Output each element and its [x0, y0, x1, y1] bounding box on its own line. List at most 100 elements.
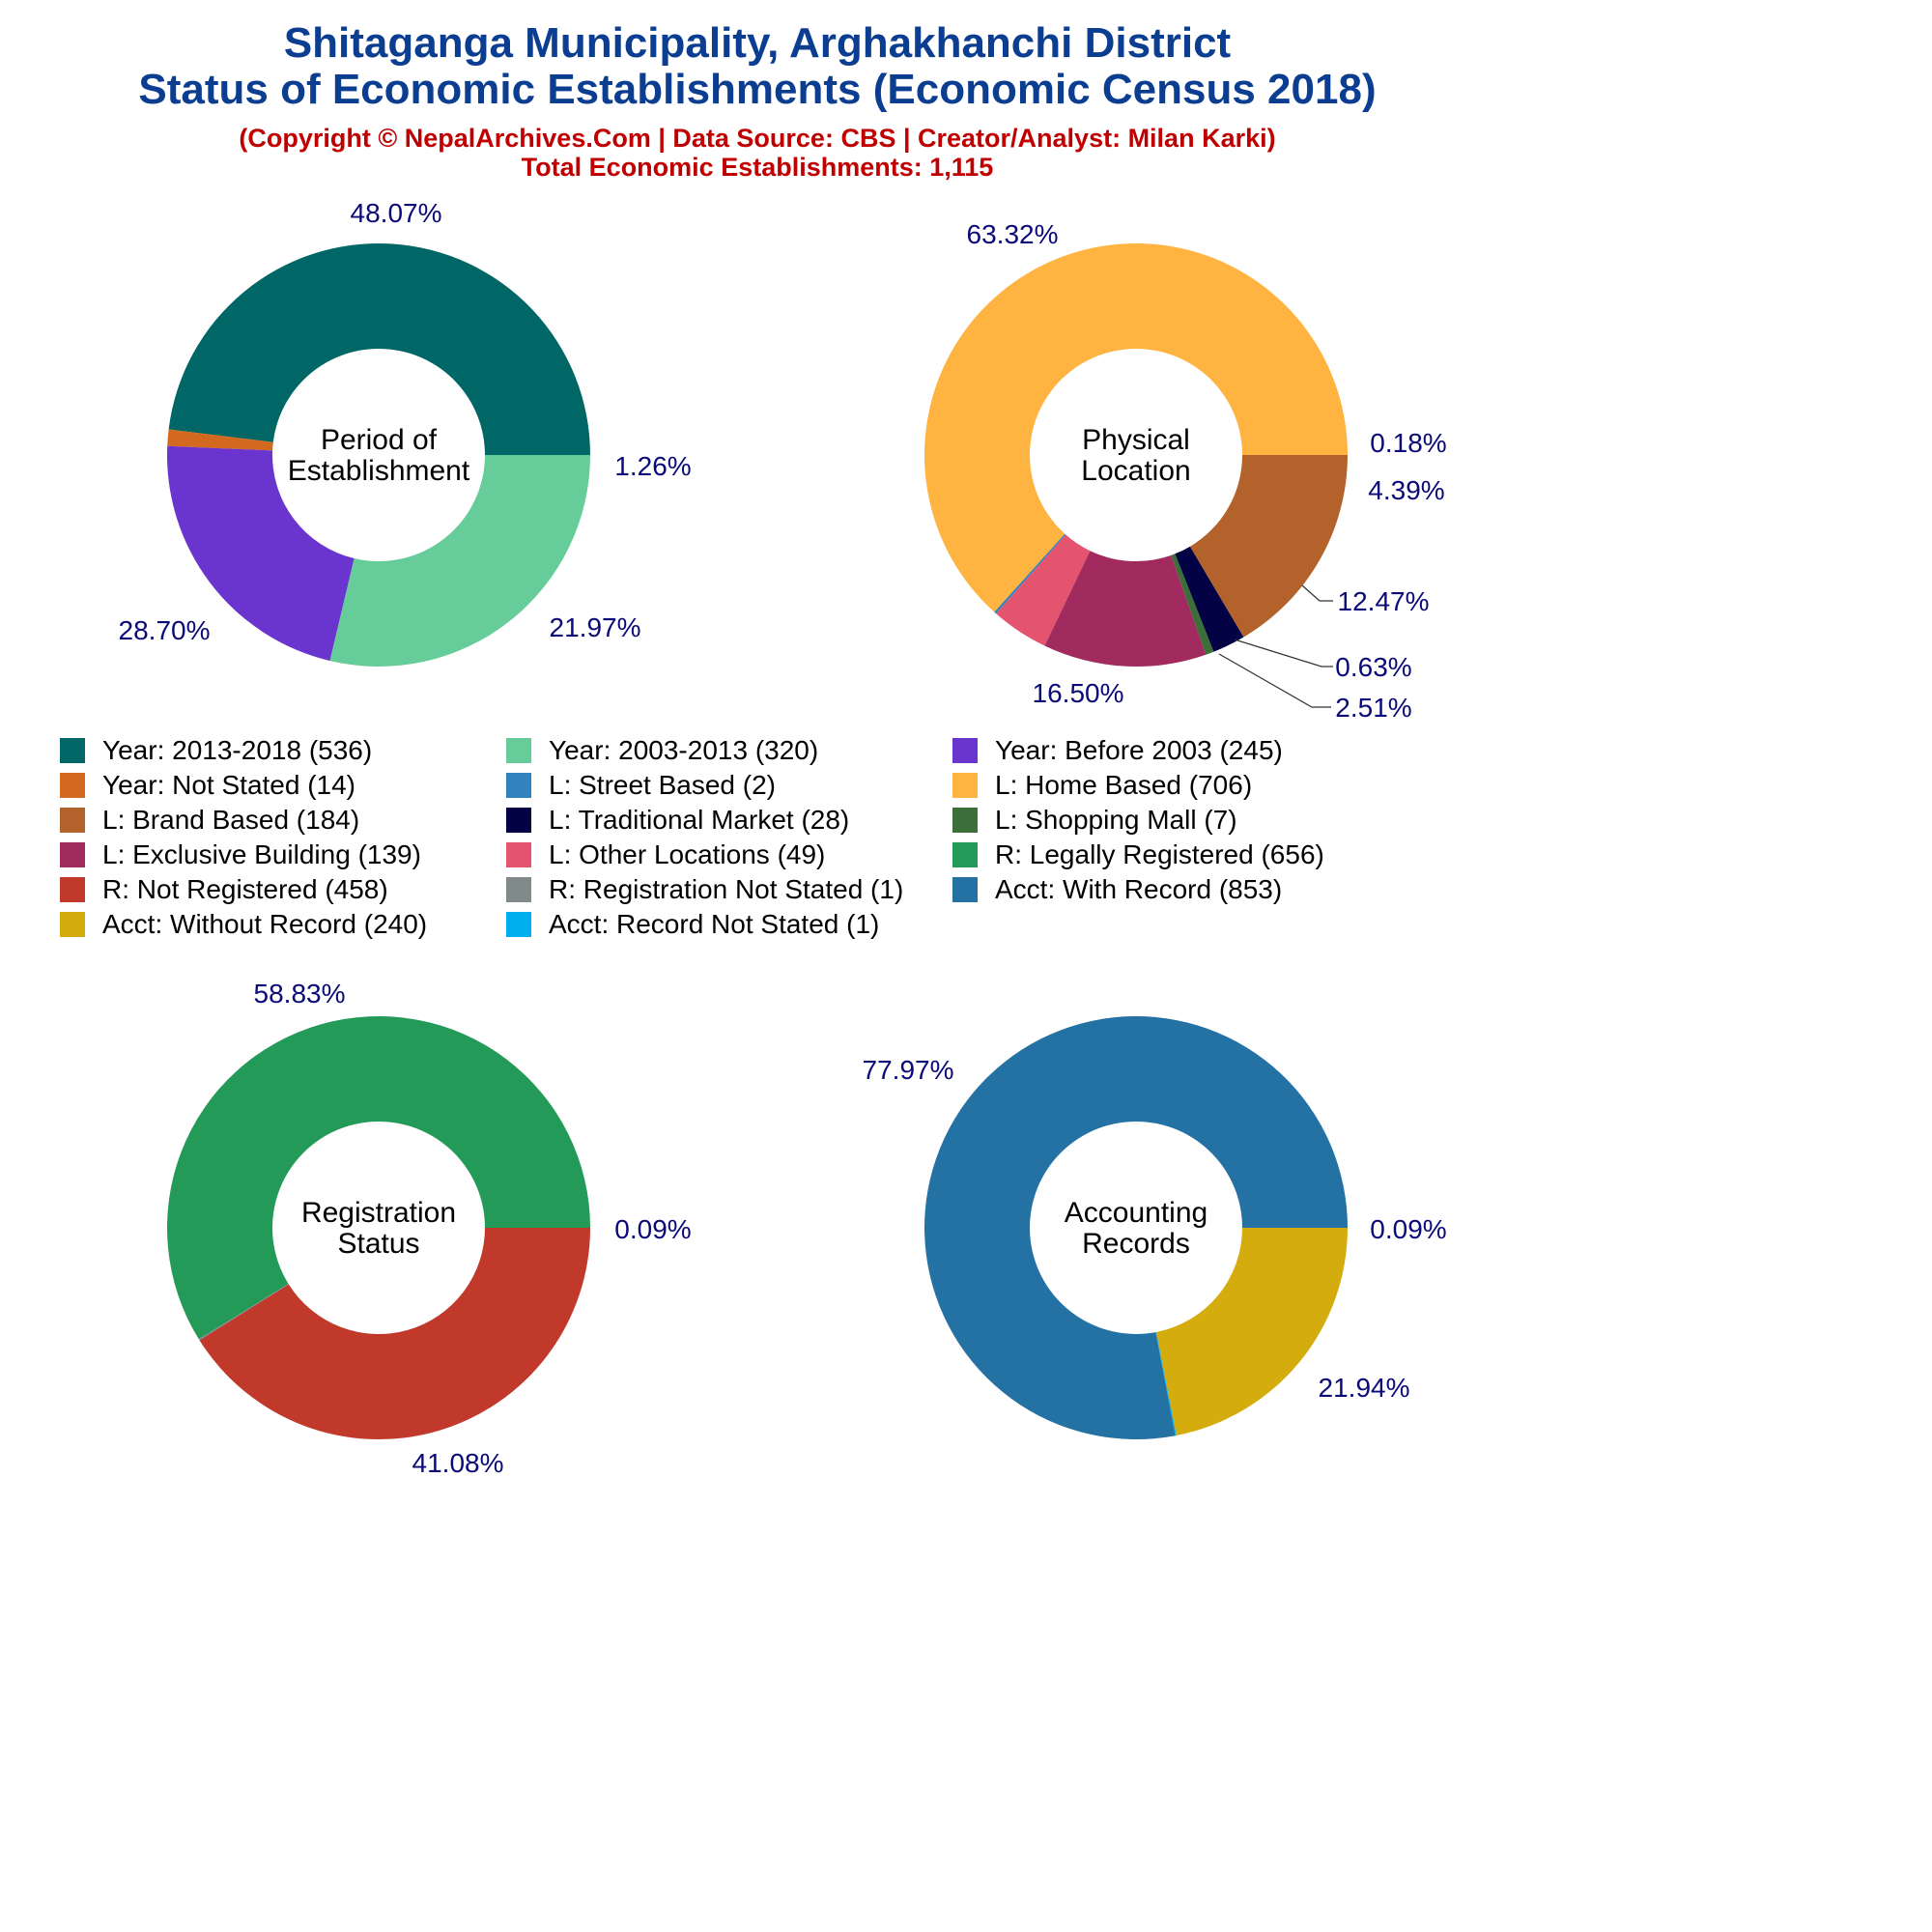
legend-label: L: Exclusive Building (139) [102, 839, 421, 869]
legend-swatch [60, 773, 85, 798]
legend-swatch [506, 738, 531, 763]
legend-label: R: Legally Registered (656) [995, 839, 1324, 869]
percent-label: 58.83% [254, 979, 346, 1009]
legend-label: L: Traditional Market (28) [549, 805, 850, 835]
donut-slice-l-brand-based [1189, 455, 1348, 638]
legend-swatch [952, 877, 978, 902]
legend-label: R: Registration Not Stated (1) [549, 874, 904, 904]
donut-slice-year-2013-2018 [168, 243, 590, 455]
legend-label: Acct: Record Not Stated (1) [549, 909, 880, 939]
donut-slice-l-street-based [994, 533, 1066, 614]
legend-item: R: Legally Registered (656) [952, 838, 1324, 871]
legend-swatch [60, 842, 85, 867]
legend-swatch [60, 912, 85, 937]
percent-label: 28.70% [119, 615, 211, 645]
donut-center-label: Accounting [1065, 1197, 1208, 1229]
legend-label: L: Street Based (2) [549, 770, 777, 800]
legend-swatch [952, 738, 978, 763]
percent-label: 0.09% [1370, 1214, 1446, 1244]
percent-label: 4.39% [1368, 475, 1444, 505]
legend-item: R: Registration Not Stated (1) [506, 873, 903, 906]
donut-slice-l-other-locations [996, 534, 1091, 646]
legend-swatch [506, 912, 531, 937]
donut-center-label: Status [337, 1228, 419, 1260]
legend-label: L: Shopping Mall (7) [995, 805, 1237, 835]
donut-center-label: Period of [321, 424, 438, 456]
charts-canvas: 48.07% 1.26% 21.97% 28.70% Period ofEstablis… [119, 198, 1447, 1478]
legend-item: R: Not Registered (458) [60, 873, 388, 906]
donut-slice-year-2003-2013 [329, 455, 590, 667]
legend-swatch [506, 842, 531, 867]
donut-slice-l-home-based [923, 242, 1348, 612]
donut-slice-acct-without-record [1156, 1228, 1348, 1435]
donut-slice-acct-with-record [923, 1015, 1348, 1439]
legend-swatch [60, 808, 85, 833]
percent-label: 2.51% [1335, 693, 1411, 723]
donut-slice-r-registration-not-stated [198, 1283, 289, 1341]
percent-label: 77.97% [863, 1055, 954, 1085]
donut-slice-l-traditional-market [1175, 546, 1244, 652]
legend-swatch [506, 877, 531, 902]
percent-label: 21.97% [550, 612, 641, 642]
legend-label: R: Not Registered (458) [102, 874, 388, 904]
legend-item: Year: Not Stated (14) [60, 769, 355, 802]
donut-slice-l-shopping-mall [1171, 554, 1214, 655]
legend-swatch [952, 808, 978, 833]
legend-item: L: Brand Based (184) [60, 804, 359, 837]
legend-item: L: Shopping Mall (7) [952, 804, 1237, 837]
chart-title-line2: Status of Economic Establishments (Econo… [138, 66, 1377, 113]
legend-label: Acct: Without Record (240) [102, 909, 428, 939]
percent-label: 12.47% [1338, 586, 1430, 616]
legend-label: L: Brand Based (184) [102, 805, 360, 835]
legend-swatch [952, 773, 978, 798]
legend-item: L: Exclusive Building (139) [60, 838, 421, 871]
percent-label: 21.94% [1319, 1373, 1410, 1403]
leader-line [1301, 584, 1333, 602]
chart-title-line1: Shitaganga Municipality, Arghakhanchi Di… [283, 19, 1232, 67]
donut-slice-r-legally-registered [166, 1015, 590, 1340]
donut-slice-year-not-stated [167, 429, 273, 451]
donut-slice-year-before-2003 [167, 445, 355, 662]
donut-slice-acct-record-not-stated [1155, 1331, 1177, 1436]
donut-chart-2: 63.32% 0.18% 4.39% 12.47% 0.63% 2.51% 16.50% Ph… [923, 219, 1447, 723]
legend-swatch [60, 738, 85, 763]
leader-line [1218, 653, 1331, 708]
percent-label: 41.08% [412, 1448, 504, 1478]
percent-label: 16.50% [1033, 678, 1124, 708]
percent-label: 0.18% [1370, 428, 1446, 458]
legend-label: L: Home Based (706) [995, 770, 1253, 800]
legend-label: Year: Before 2003 (245) [995, 735, 1283, 765]
legend-label: Year: Not Stated (14) [102, 770, 356, 800]
total-subtitle: Total Economic Establishments: 1,115 [521, 153, 994, 182]
donut-center-label: Registration [301, 1197, 456, 1229]
legend-label: Year: 2013-2018 (536) [102, 735, 373, 765]
legend-item: Year: 2003-2013 (320) [506, 734, 818, 767]
legend-item: Acct: Without Record (240) [60, 908, 427, 941]
legend-swatch [506, 808, 531, 833]
donut-center-label: Records [1082, 1228, 1190, 1260]
donut-chart-1: 48.07% 1.26% 21.97% 28.70% Period ofEstablis… [119, 198, 692, 667]
legend-swatch [60, 877, 85, 902]
legend-item: L: Other Locations (49) [506, 838, 825, 871]
donut-slice-l-exclusive-building [1044, 551, 1207, 667]
copyright-subtitle: (Copyright © NepalArchives.Com | Data So… [239, 124, 1276, 153]
leader-line [1234, 639, 1333, 668]
legend-swatch [952, 842, 978, 867]
donut-center-label: Location [1081, 455, 1190, 487]
legend-label: Acct: With Record (853) [995, 874, 1283, 904]
legend-swatch [506, 773, 531, 798]
percent-label: 63.32% [967, 219, 1059, 249]
percent-label: 48.07% [351, 198, 442, 228]
legend-item: Year: Before 2003 (245) [952, 734, 1283, 767]
legend-item: L: Traditional Market (28) [506, 804, 849, 837]
percent-label: 0.63% [1335, 652, 1411, 682]
legend-item: Acct: With Record (853) [952, 873, 1282, 906]
legend-item: L: Street Based (2) [506, 769, 776, 802]
donut-center-label: Physical [1082, 424, 1190, 456]
legend-label: Year: 2003-2013 (320) [549, 735, 819, 765]
percent-label: 1.26% [614, 451, 691, 481]
legend-item: L: Home Based (706) [952, 769, 1252, 802]
donut-center-label: Establishment [288, 455, 470, 487]
